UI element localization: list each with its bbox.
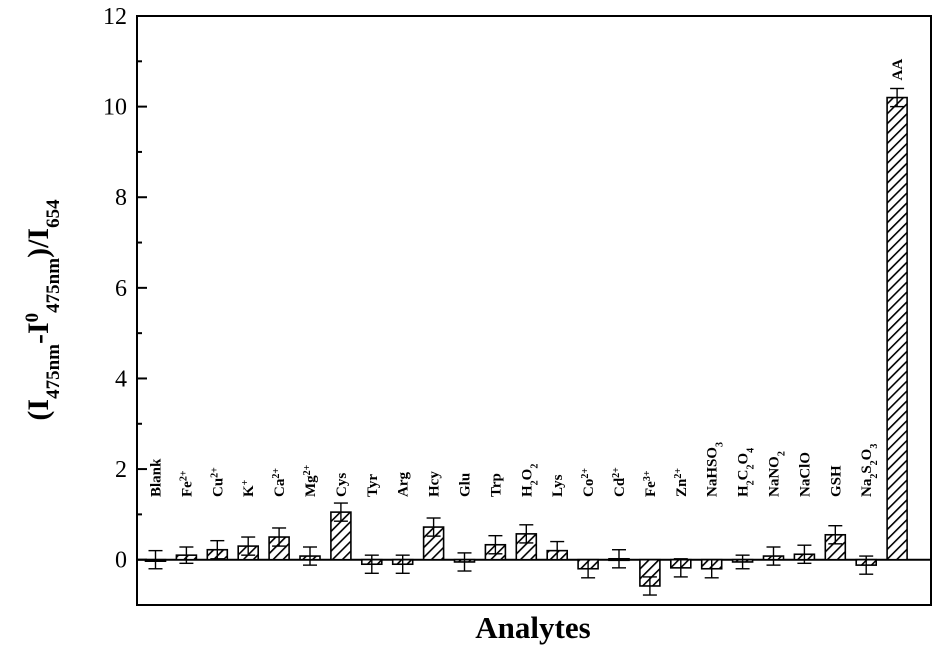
y-tick-label: 10 [103, 95, 127, 121]
category-label: K+ [240, 479, 258, 497]
category-label: Co2+ [580, 468, 598, 497]
category-label: Trp [488, 473, 504, 497]
category-label: Glu [458, 473, 474, 497]
category-label: Zn2+ [672, 468, 690, 497]
category-label: AA [890, 59, 906, 81]
y-tick-label: 2 [115, 457, 127, 483]
category-label: Na2S2O3 [859, 444, 880, 497]
category-label: Cys [334, 473, 350, 497]
category-label: Mg2+ [302, 464, 320, 497]
category-label: GSH [828, 465, 844, 497]
category-label: Hcy [427, 471, 443, 497]
category-label: Arg [396, 472, 412, 497]
category-label: Tyr [365, 474, 381, 497]
category-label: Ca2+ [271, 468, 289, 497]
bar-aa [886, 96, 908, 561]
category-label: Cd2+ [611, 467, 629, 497]
plot-frame [136, 15, 932, 606]
category-label: NaNO2 [767, 451, 788, 497]
category-label: H2C2O4 [736, 448, 757, 497]
category-label: Fe3+ [641, 470, 659, 497]
y-axis-title: (I475nm-I0475nm)/I654 [22, 199, 64, 421]
category-label: H2O2 [519, 464, 540, 497]
category-label: NaHSO3 [705, 442, 726, 497]
y-tick-label: 6 [115, 276, 127, 302]
y-tick-label: 8 [115, 185, 127, 211]
category-label: Lys [550, 474, 566, 497]
y-tick-label: 4 [115, 366, 127, 392]
x-axis-title: Analytes [475, 610, 590, 645]
category-label: Cu2+ [209, 467, 227, 497]
category-label: Blank [149, 458, 165, 497]
category-label: NaClO [797, 452, 813, 497]
category-label: Fe2+ [178, 470, 196, 497]
y-tick-label: 12 [103, 4, 127, 30]
y-tick-label: 0 [115, 548, 127, 574]
